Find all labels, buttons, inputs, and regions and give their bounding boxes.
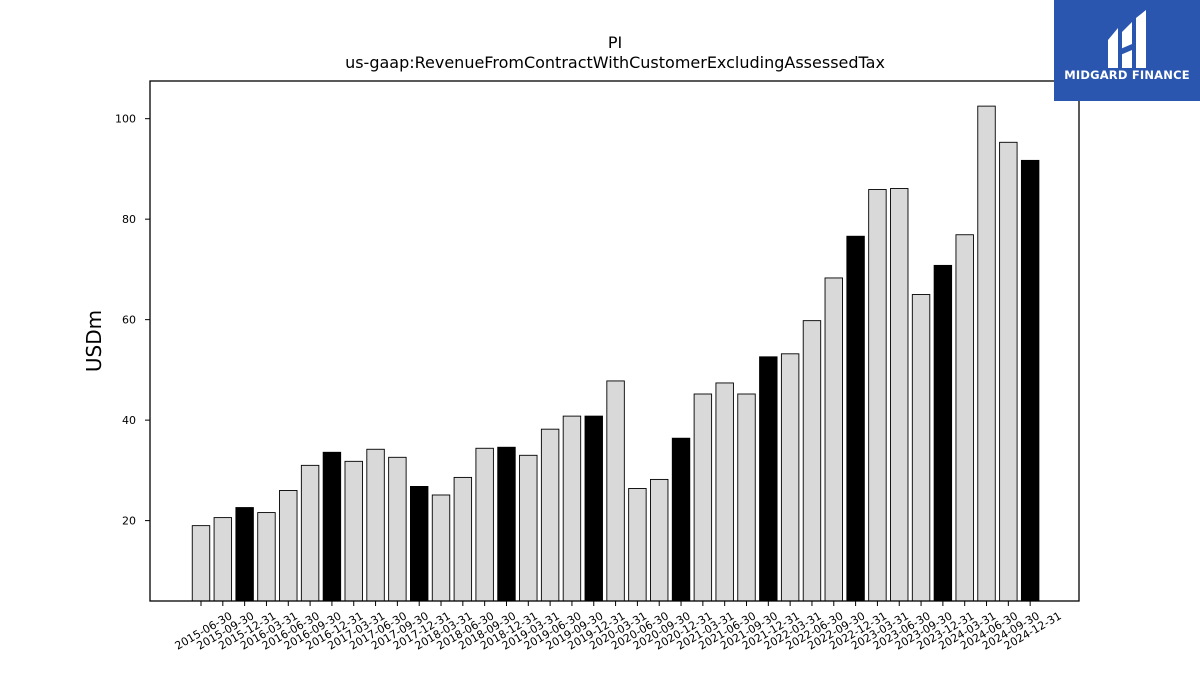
bar-2024-09-30 <box>999 141 1018 602</box>
logo-icon <box>1108 10 1146 68</box>
bar-2023-03-31 <box>868 189 887 602</box>
y-axis: 20 40 60 80 100 <box>115 113 150 528</box>
chart-subtitle: us-gaap:RevenueFromContractWithCustomerE… <box>345 53 885 72</box>
bar-2023-09-30 <box>911 294 931 602</box>
bar-2022-09-30 <box>824 277 843 602</box>
bar-2020-12-31 <box>671 437 691 602</box>
midgard-finance-logo: MIDGARD FINANCE <box>1054 0 1200 101</box>
bar-2022-06-30 <box>802 320 822 602</box>
y-tick-label: 100 <box>115 113 136 126</box>
bar-2016-12-31 <box>322 451 342 602</box>
bar-2024-06-30 <box>977 105 996 602</box>
y-axis-label: USDm <box>82 310 106 372</box>
bar-2017-12-31 <box>410 486 429 602</box>
bar-2022-12-31 <box>846 235 865 602</box>
y-tick-label: 80 <box>122 213 136 226</box>
bar-2018-12-31 <box>497 446 516 602</box>
bar-2015-06-30 <box>191 525 211 602</box>
bar-2018-03-31 <box>431 494 451 602</box>
x-axis: 2015-06-302015-09-302015-12-312016-03-31… <box>173 601 1064 653</box>
bar-2017-06-30 <box>366 448 385 602</box>
bar-2016-06-30 <box>279 490 298 602</box>
bar-2021-03-31 <box>693 393 713 602</box>
bar-2021-09-30 <box>737 393 756 602</box>
bar-2019-12-31 <box>584 415 603 602</box>
bar-2019-03-31 <box>519 454 538 602</box>
bar-2018-09-30 <box>475 447 494 602</box>
bar-2020-09-30 <box>650 478 669 602</box>
bar-2020-06-30 <box>628 488 647 602</box>
bar-2023-12-31 <box>933 264 953 602</box>
logo-text: MIDGARD FINANCE <box>1064 68 1190 82</box>
bar-2017-09-30 <box>388 456 407 602</box>
bars <box>191 105 1040 602</box>
y-tick-label: 40 <box>122 414 136 427</box>
bar-2023-06-30 <box>890 188 909 602</box>
bar-2021-06-30 <box>715 382 734 602</box>
y-tick-label: 20 <box>122 515 136 528</box>
bar-2017-03-31 <box>344 460 363 602</box>
bar-2018-06-30 <box>453 476 473 602</box>
bar-2022-03-31 <box>780 353 800 602</box>
bar-2019-09-30 <box>562 415 582 602</box>
bar-2015-09-30 <box>213 517 233 602</box>
chart-title: PI <box>608 33 622 52</box>
bar-2021-12-31 <box>759 356 778 602</box>
bar-2019-06-30 <box>540 428 560 602</box>
y-tick-label: 60 <box>122 314 136 327</box>
bar-2016-09-30 <box>300 464 320 602</box>
bar-2024-12-31 <box>1020 159 1040 602</box>
bar-2024-03-31 <box>955 234 974 602</box>
plot-frame <box>149 80 1080 602</box>
bar-2020-03-31 <box>606 380 625 602</box>
bar-2015-12-31 <box>235 507 254 602</box>
bar-2016-03-31 <box>257 512 276 602</box>
